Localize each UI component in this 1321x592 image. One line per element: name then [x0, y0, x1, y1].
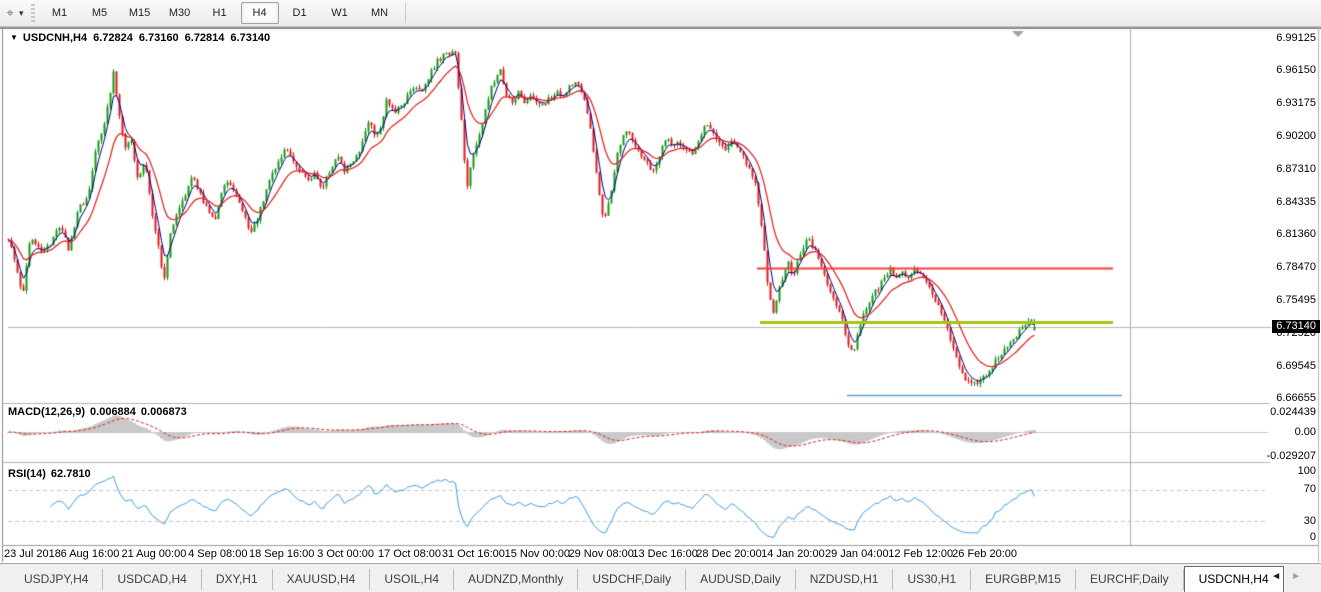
price-tick: 6.90200	[1276, 129, 1316, 142]
rsi-current-value: 62.7810	[50, 468, 91, 480]
collapse-triangle-icon[interactable]: ▼	[10, 33, 18, 42]
price-tick: 6.93175	[1276, 97, 1316, 110]
tab-usoil-h4[interactable]: USOIL,H4	[370, 569, 455, 590]
timeframe-button-m30[interactable]: M30	[168, 7, 191, 19]
tab-us30-h1[interactable]: US30,H1	[893, 569, 972, 590]
time-tick: 23 Jul 2018	[4, 548, 61, 560]
rsi-label: RSI(14) 62.7810	[8, 468, 91, 480]
rsi-axis-tick: 30	[1303, 514, 1316, 527]
macd-axis-tick: -0.029207	[1266, 449, 1316, 462]
timeframe-button-m1[interactable]: M1	[51, 7, 68, 19]
timeframe-button-m5[interactable]: M5	[91, 7, 108, 19]
time-tick: 18 Sep 16:00	[248, 548, 315, 560]
macd-axis-tick: 0.00	[1294, 425, 1316, 438]
rsi-axis-tick: 0	[1309, 530, 1316, 543]
tab-dxy-h1[interactable]: DXY,H1	[202, 569, 273, 590]
crosshair-cursor-icon[interactable]: ⌖	[6, 5, 14, 20]
tab-audusd-daily[interactable]: AUDUSD,Daily	[686, 569, 796, 590]
tab-usdchf-daily[interactable]: USDCHF,Daily	[578, 569, 687, 590]
price-tick: 6.81360	[1276, 228, 1316, 241]
macd-name: MACD(12,26,9)	[8, 406, 86, 418]
macd-main-value: 0.006884	[90, 406, 136, 418]
time-tick: 29 Nov 08:00	[568, 548, 634, 560]
time-tick: 29 Jan 04:00	[824, 548, 889, 560]
tab-audnzd-monthly[interactable]: AUDNZD,Monthly	[454, 569, 579, 590]
price-tick: 6.99125	[1276, 31, 1316, 44]
ohlc-close: 6.73140	[230, 32, 271, 44]
time-tick: 4 Sep 08:00	[188, 548, 248, 560]
time-tick: 28 Dec 20:00	[696, 548, 762, 560]
toolbar: ⌖ ▾ M1 M5 M15 M30 H1 H4 D1 W1 MN	[0, 0, 1321, 27]
time-tick: 31 Oct 16:00	[441, 548, 505, 560]
toolbar-grip-handle[interactable]	[30, 4, 35, 22]
rsi-axis-tick: 100	[1297, 464, 1316, 477]
chart-title: ▼ USDCNH,H4 6.72824 6.73160 6.72814 6.73140	[10, 32, 270, 44]
timeframe-button-mn[interactable]: MN	[370, 7, 389, 19]
time-tick: 14 Jan 20:00	[761, 548, 825, 560]
ohlc-low: 6.72814	[184, 32, 225, 44]
time-tick: 17 Oct 08:00	[378, 548, 441, 560]
tab-usdcad-h4[interactable]: USDCAD,H4	[103, 569, 202, 590]
tab-eurgbp-m15[interactable]: EURGBP,M15	[971, 569, 1076, 590]
tab-usdjpy-h4[interactable]: USDJPY,H4	[10, 569, 104, 590]
ohlc-high: 6.73160	[138, 32, 179, 44]
macd-axis-tick: 0.024439	[1270, 405, 1316, 418]
tabs-scroll-left-button[interactable]: ◄	[1271, 571, 1292, 582]
time-tick: 3 Oct 00:00	[317, 548, 375, 560]
macd-signal-value: 0.006873	[140, 406, 187, 418]
timeframe-button-h1[interactable]: H1	[212, 7, 227, 19]
time-tick: 12 Feb 12:00	[888, 548, 954, 560]
time-tick: 6 Aug 16:00	[60, 548, 120, 560]
price-tick: 6.84335	[1276, 195, 1316, 208]
rsi-axis-tick: 70	[1303, 482, 1316, 495]
price-tick: 6.66655	[1276, 392, 1316, 405]
cursor-tool-group[interactable]: ⌖ ▾	[0, 5, 27, 21]
time-tick: 26 Feb 20:00	[952, 548, 1018, 560]
chart-tabs: USDJPY,H4 USDCAD,H4 DXY,H1 XAUUSD,H4 USOIL,H…	[10, 564, 1284, 592]
price-tick: 6.96150	[1276, 64, 1316, 77]
timeframe-button-w1[interactable]: W1	[331, 7, 348, 19]
tab-usdcnh-h4[interactable]: USDCNH,H4	[1183, 566, 1284, 592]
current-price-badge: 6.73140	[1272, 320, 1320, 334]
tab-nzdusd-h1[interactable]: NZDUSD,H1	[796, 569, 894, 590]
price-tick: 6.87310	[1276, 162, 1316, 175]
macd-label: MACD(12,26,9) 0.006884 0.006873	[8, 406, 187, 418]
timeframe-button-h4[interactable]: H4	[240, 2, 279, 24]
price-tick: 6.75495	[1276, 293, 1316, 306]
tab-eurchf-daily[interactable]: EURCHF,Daily	[1076, 569, 1184, 590]
symbol-label: USDCNH,H4	[22, 32, 88, 44]
tabs-scroll-right-button[interactable]: ►	[1291, 571, 1311, 582]
time-tick: 15 Nov 00:00	[504, 548, 571, 560]
chart-tab-bar: USDJPY,H4 USDCAD,H4 DXY,H1 XAUUSD,H4 USOIL,H…	[0, 563, 1321, 592]
timeframe-buttons: M1 M5 M15 M30 H1 H4 D1 W1 MN	[41, 2, 399, 24]
time-tick: 21 Aug 00:00	[121, 548, 187, 560]
price-tick: 6.78470	[1276, 261, 1316, 274]
chevron-down-icon[interactable]: ▾	[19, 7, 24, 18]
price-tick: 6.69545	[1276, 359, 1316, 372]
tab-xauusd-h4[interactable]: XAUUSD,H4	[273, 569, 371, 590]
rsi-name: RSI(14)	[8, 468, 46, 480]
timeframe-button-d1[interactable]: D1	[292, 7, 307, 19]
timeframe-button-m15[interactable]: M15	[128, 7, 151, 19]
ohlc-open: 6.72824	[93, 32, 133, 44]
tab-scroll-arrows: ◄►	[1271, 571, 1311, 582]
toolbar-separator	[404, 3, 406, 23]
time-tick: 13 Dec 16:00	[632, 548, 698, 560]
